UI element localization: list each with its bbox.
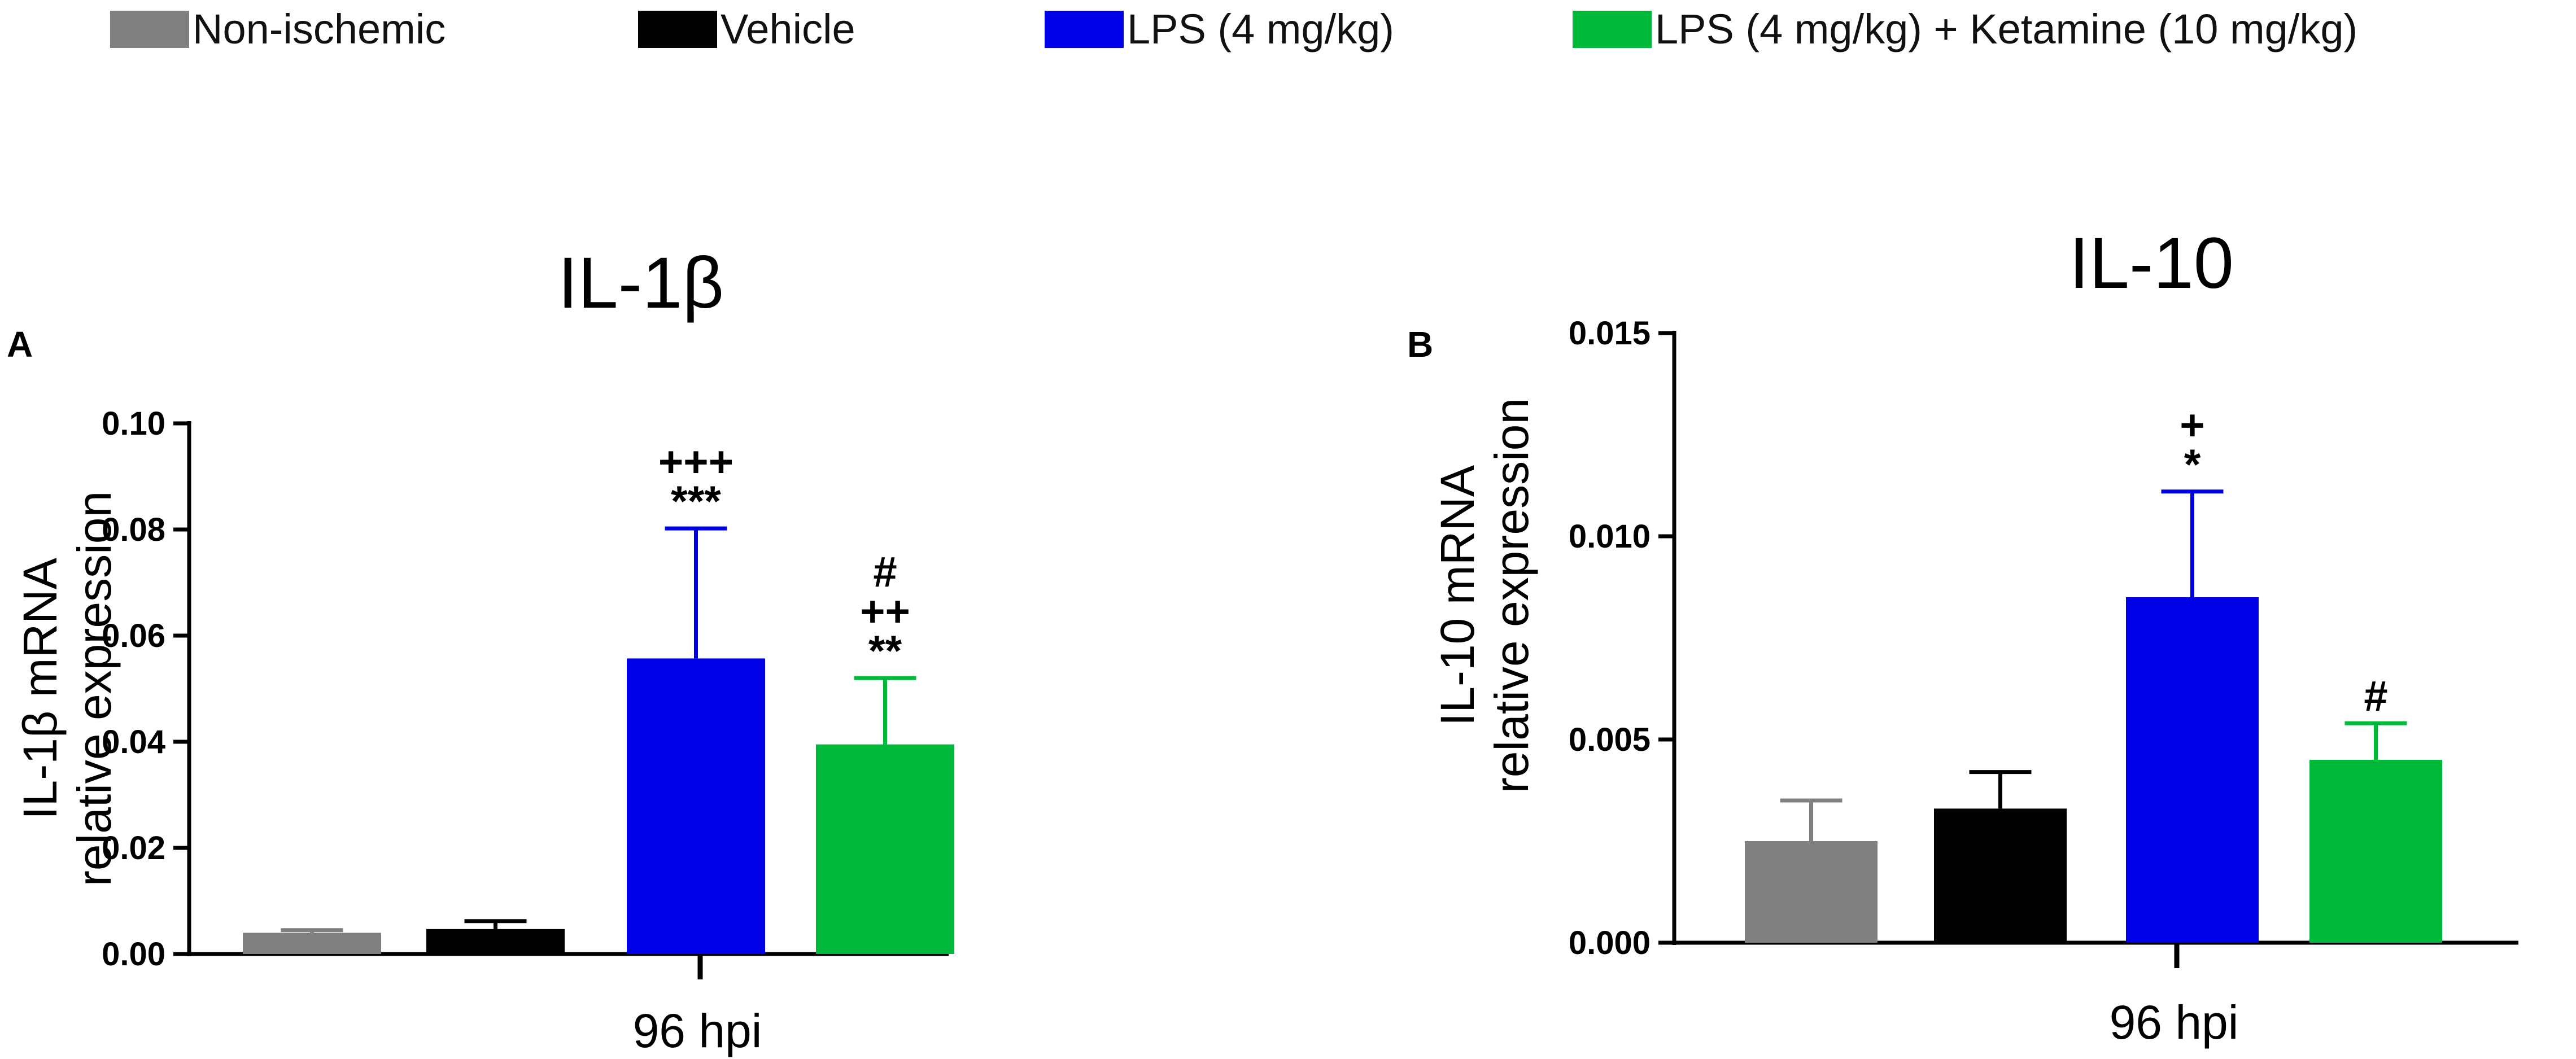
- panel-b-significance-mark: +: [2180, 401, 2204, 449]
- legend-item-vehicle: Vehicle: [638, 8, 855, 51]
- panel-a-x-axis-label: 96 hpi: [633, 1004, 762, 1057]
- panel-a-label: A: [7, 324, 33, 365]
- panel-a-significance-mark: #: [873, 548, 897, 596]
- panel-a-y-axis-label-line-2: relative expression: [68, 491, 121, 886]
- panel-b-bar: [2126, 597, 2259, 943]
- panel-b-y-tick-label: 0.010: [1569, 518, 1651, 555]
- panel-a-y-tick-label: 0.00: [102, 936, 165, 973]
- panel-b-y-tick-label: 0.005: [1569, 721, 1651, 758]
- panel-b-bar: [1934, 808, 2067, 943]
- panel-a-bar: [627, 658, 765, 954]
- legend-label-vehicle: Vehicle: [721, 6, 855, 52]
- panel-b-significance-mark: *: [2184, 441, 2201, 489]
- panel-a-y-tick-label: 0.06: [102, 618, 165, 654]
- legend-label-lps-ketamine: LPS (4 mg/kg) + Ketamine (10 mg/kg): [1655, 6, 2358, 52]
- panel-a-y-tick-label: 0.04: [102, 724, 165, 760]
- legend-item-lps: LPS (4 mg/kg): [1045, 8, 1394, 51]
- legend-swatch-vehicle: [638, 11, 717, 48]
- panel-a-significance-mark: ***: [671, 478, 721, 526]
- panel-b-title: IL-10: [2069, 223, 2234, 304]
- panel-b-bar: [2309, 760, 2442, 943]
- panel-b-y-axis-label-line-2: relative expression: [1485, 398, 1538, 793]
- legend-label-lps: LPS (4 mg/kg): [1127, 6, 1394, 52]
- legend-swatch-lps-ketamine: [1573, 11, 1652, 48]
- panel-b-x-axis-label: 96 hpi: [2110, 996, 2239, 1049]
- panel-a-y-axis-label: IL-1β mRNA relative expression: [14, 491, 121, 886]
- panel-a-y-tick-label: 0.02: [102, 830, 165, 867]
- panel-a-y-tick-label: 0.10: [102, 405, 165, 442]
- panel-b-bar: [1745, 841, 1878, 943]
- panel-a-y-tick-label: 0.08: [102, 511, 165, 548]
- panel-b-y-tick-label: 0.015: [1569, 315, 1651, 352]
- legend-item-lps-ketamine: LPS (4 mg/kg) + Ketamine (10 mg/kg): [1573, 8, 2357, 51]
- panel-b-y-axis-label: IL-10 mRNA relative expression: [1431, 398, 1538, 793]
- legend-swatch-lps: [1045, 11, 1124, 48]
- panel-a-title: IL-1β: [558, 243, 724, 323]
- panel-a-significance-mark: +++: [658, 438, 733, 486]
- panel-a-bar: [816, 744, 954, 954]
- panel-a-y-axis-label-line-1: IL-1β mRNA: [14, 558, 67, 820]
- panel-a-significance-mark: **: [868, 627, 902, 675]
- legend-swatch-non-ischemic: [110, 11, 189, 48]
- legend-item-non-ischemic: Non-ischemic: [110, 8, 446, 51]
- panel-b-y-axis-label-line-1: IL-10 mRNA: [1431, 465, 1484, 726]
- panel-b-label: B: [1407, 324, 1433, 365]
- panel-b-y-tick-label: 0.000: [1569, 925, 1651, 961]
- panel-a-bar: [426, 929, 565, 954]
- legend-label-non-ischemic: Non-ischemic: [193, 6, 446, 52]
- panel-a-bar: [243, 933, 381, 954]
- panel-b-significance-mark: #: [2364, 672, 2387, 720]
- panel-a-significance-mark: ++: [860, 588, 910, 636]
